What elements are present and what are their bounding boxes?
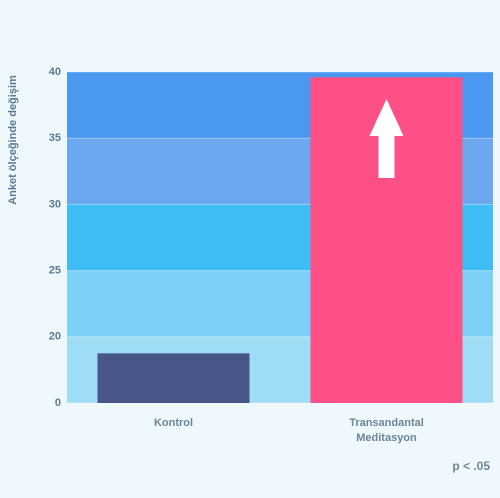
annotation: p < .05 (452, 459, 490, 473)
y-tick-label: 0 (55, 397, 61, 409)
y-tick-label: 20 (49, 331, 61, 343)
y-tick-label: 35 (49, 132, 61, 144)
y-tick-label: 40 (49, 66, 61, 78)
arrow-icon (369, 99, 404, 178)
x-tick-label: Transandantal Meditasyon (349, 417, 424, 444)
y-tick-label: 25 (49, 265, 61, 277)
y-tick-label: 30 (49, 198, 61, 210)
bar (97, 353, 250, 403)
y-axis-label: Anket ölçeğinde değişim (7, 75, 19, 205)
x-tick-label: Kontrol (153, 417, 194, 429)
